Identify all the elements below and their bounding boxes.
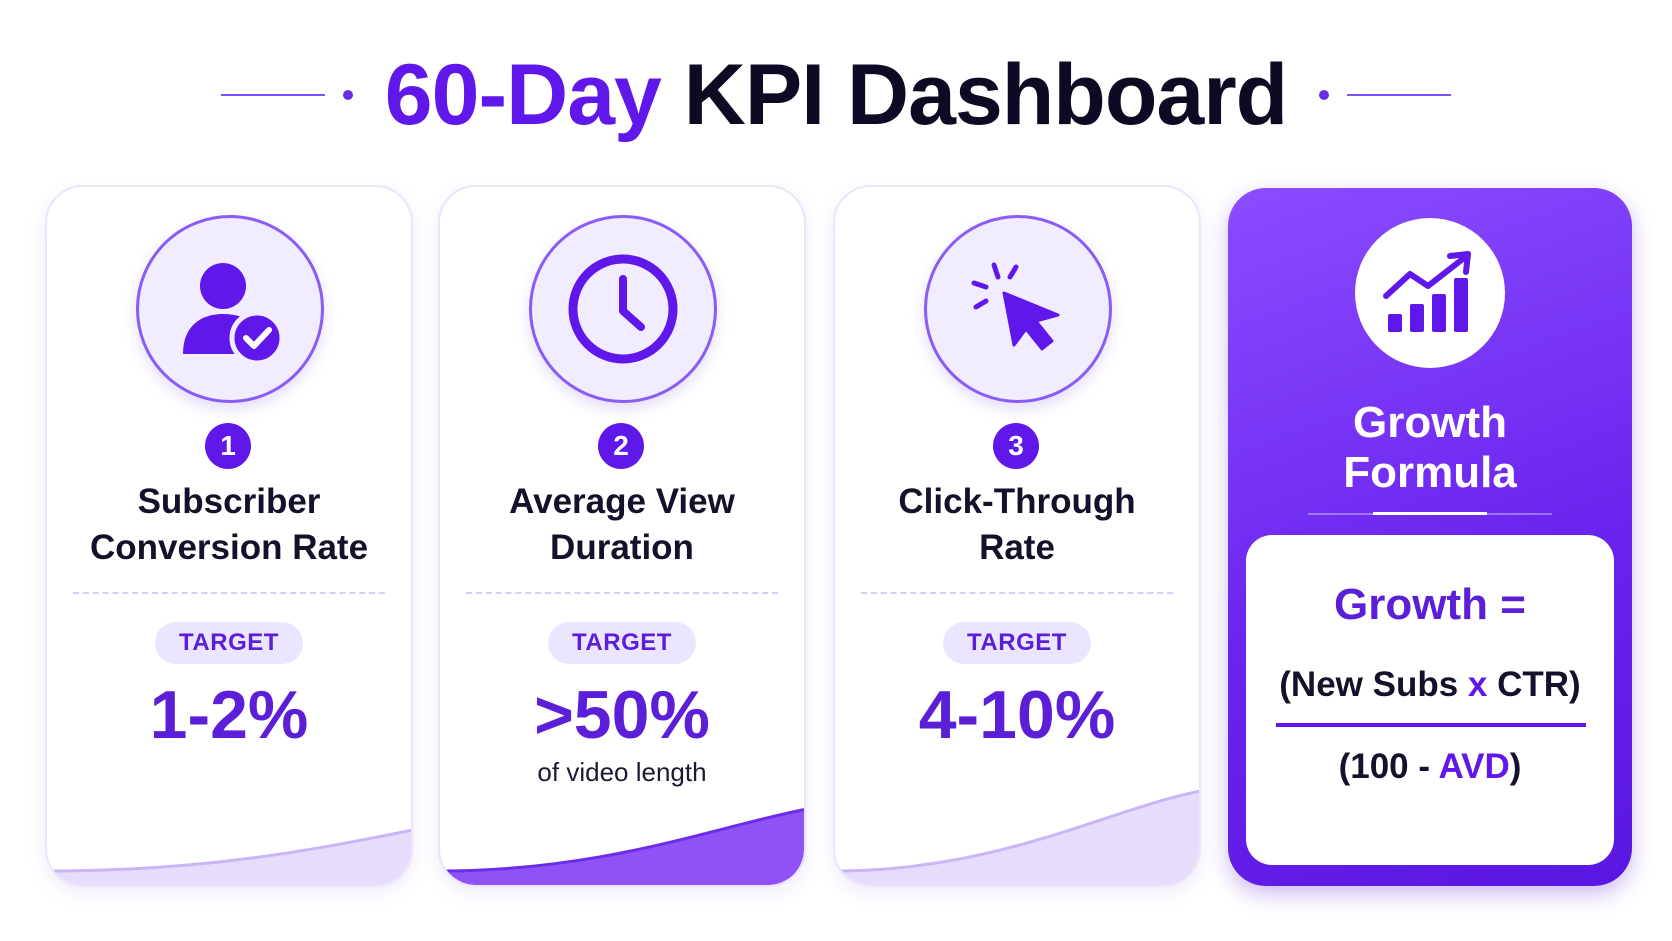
denominator-close: ) [1509, 747, 1522, 786]
denominator-open: (100 - [1338, 747, 1439, 786]
clock-icon [568, 254, 678, 364]
numerator-operator: x [1467, 665, 1488, 704]
kpi-card-subscriber-conversion: 1 Subscriber Conversion Rate TARGET 1-2% [45, 185, 413, 887]
fraction-bar [1276, 723, 1586, 727]
formula-heading-line1: Growth [1353, 398, 1507, 447]
progress-wave-fill [835, 791, 1199, 885]
progress-wave [440, 808, 804, 885]
progress-wave-fill [47, 830, 411, 885]
formula-heading: Growth Formula [1228, 398, 1632, 498]
kpi-title: Average View Duration [450, 479, 794, 571]
kpi-card-average-view-duration: 2 Average View Duration TARGET >50% of v… [438, 185, 806, 887]
progress-wave-fill [440, 809, 804, 885]
target-label: TARGET [943, 622, 1091, 664]
kpi-title-line2: Rate [979, 528, 1055, 567]
kpi-card-click-through-rate: 3 Click-Through Rate TARGET 4-10% [833, 185, 1201, 887]
denominator-term: AVD [1438, 747, 1510, 786]
dashed-divider [466, 592, 778, 594]
kpi-title: Click-Through Rate [845, 479, 1189, 571]
kpi-title-line2: Conversion Rate [89, 528, 369, 567]
icon-circle [1355, 218, 1505, 368]
cursor-click-icon [971, 262, 1060, 351]
user-check-icon [183, 263, 285, 364]
target-value: 1-2% [149, 677, 309, 753]
kpi-number-badge: 1 [205, 423, 251, 469]
icon-circle [529, 215, 717, 403]
target-value: >50% [534, 677, 710, 753]
growth-formula-card: Growth Formula Growth = (New Subs x CTR)… [1228, 188, 1632, 886]
title-row: 60-Day KPI Dashboard [0, 40, 1672, 150]
heading-underline-accent [1373, 512, 1487, 515]
formula-denominator: (100 - AVD) [1246, 747, 1614, 787]
target-label: TARGET [548, 622, 696, 664]
target-value: 4-10% [918, 677, 1116, 753]
title-decoration-left [220, 90, 353, 100]
kpi-title: Subscriber Conversion Rate [57, 479, 401, 571]
progress-wave-edge [440, 808, 804, 873]
kpi-number-badge: 3 [993, 423, 1039, 469]
kpi-title-line1: Click-Through [898, 482, 1136, 521]
kpi-title-line2: Duration [550, 528, 694, 567]
icon-circle [924, 215, 1112, 403]
progress-wave-edge [47, 828, 411, 873]
formula-lhs: Growth = [1334, 580, 1526, 629]
dashed-divider [861, 592, 1173, 594]
page-title: 60-Day KPI Dashboard [384, 46, 1288, 145]
kpi-title-line1: Subscriber [137, 482, 321, 521]
target-note: of video length [537, 757, 707, 787]
title-rest: KPI Dashboard [660, 46, 1288, 143]
progress-wave-edge [835, 789, 1199, 873]
growth-chart-icon [1383, 251, 1471, 332]
progress-wave [835, 789, 1199, 885]
title-accent: 60-Day [384, 46, 662, 143]
formula-heading-line2: Formula [1343, 448, 1517, 497]
icon-circle [136, 215, 324, 403]
dashed-divider [73, 592, 385, 594]
numerator-close: CTR) [1487, 665, 1581, 704]
target-label: TARGET [155, 622, 303, 664]
kpi-title-line1: Average View [509, 482, 735, 521]
progress-wave [47, 828, 411, 885]
formula-numerator: (New Subs x CTR) [1246, 665, 1614, 705]
numerator-open: (New Subs [1279, 665, 1468, 704]
title-decoration-right [1319, 90, 1452, 100]
formula-box: Growth = (New Subs x CTR) (100 - AVD) [1246, 535, 1614, 865]
kpi-number-badge: 2 [598, 423, 644, 469]
